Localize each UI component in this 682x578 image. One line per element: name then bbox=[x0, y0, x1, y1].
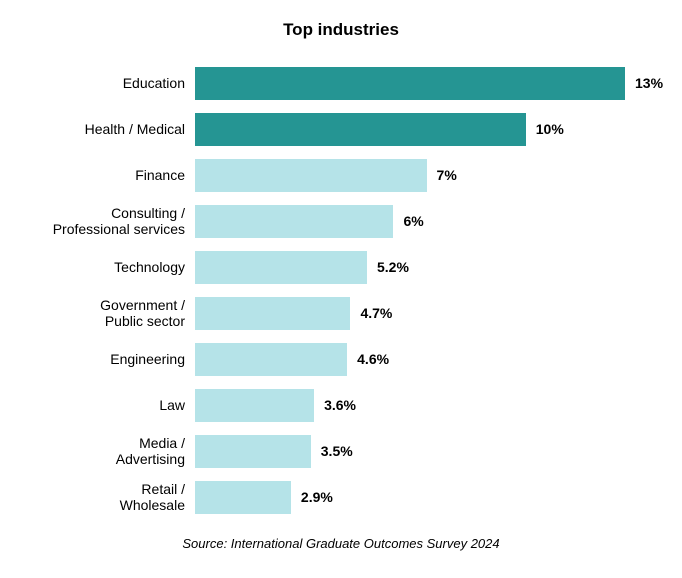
bar bbox=[195, 205, 393, 238]
value-label: 13% bbox=[625, 75, 663, 91]
value-label: 6% bbox=[393, 213, 423, 229]
category-label: Media /Advertising bbox=[0, 435, 195, 467]
bar-track: 3.6% bbox=[195, 382, 625, 428]
bar-row: Health / Medical 10% bbox=[0, 106, 682, 152]
bar-row: Law 3.6% bbox=[0, 382, 682, 428]
value-label: 7% bbox=[427, 167, 457, 183]
bar-track: 10% bbox=[195, 106, 625, 152]
category-label: Law bbox=[0, 397, 195, 413]
value-label: 2.9% bbox=[291, 489, 333, 505]
bar bbox=[195, 343, 347, 376]
category-label: Finance bbox=[0, 167, 195, 183]
chart-source: Source: International Graduate Outcomes … bbox=[0, 536, 682, 551]
bar bbox=[195, 67, 625, 100]
category-label: Health / Medical bbox=[0, 121, 195, 137]
bar bbox=[195, 435, 311, 468]
bar-track: 13% bbox=[195, 60, 663, 106]
value-label: 5.2% bbox=[367, 259, 409, 275]
category-label: Technology bbox=[0, 259, 195, 275]
bar-row: Retail /Wholesale 2.9% bbox=[0, 474, 682, 520]
bar-track: 3.5% bbox=[195, 428, 625, 474]
bar-row: Government /Public sector 4.7% bbox=[0, 290, 682, 336]
category-label: Consulting /Professional services bbox=[0, 205, 195, 237]
category-label: Retail /Wholesale bbox=[0, 481, 195, 513]
value-label: 10% bbox=[526, 121, 564, 137]
bar-row: Education 13% bbox=[0, 60, 682, 106]
bar bbox=[195, 251, 367, 284]
category-label: Government /Public sector bbox=[0, 297, 195, 329]
category-label: Engineering bbox=[0, 351, 195, 367]
bar-row: Finance 7% bbox=[0, 152, 682, 198]
value-label: 4.6% bbox=[347, 351, 389, 367]
top-industries-chart: Top industries Education 13% Health / Medi… bbox=[0, 0, 682, 578]
bar bbox=[195, 113, 526, 146]
bar-row: Consulting /Professional services 6% bbox=[0, 198, 682, 244]
bar-row: Technology 5.2% bbox=[0, 244, 682, 290]
bar-track: 4.7% bbox=[195, 290, 625, 336]
bar-row: Engineering 4.6% bbox=[0, 336, 682, 382]
bar-row: Media /Advertising 3.5% bbox=[0, 428, 682, 474]
bar-track: 2.9% bbox=[195, 474, 625, 520]
bars-area: Education 13% Health / Medical 10% Finance 7%… bbox=[0, 60, 682, 520]
category-label: Education bbox=[0, 75, 195, 91]
chart-title: Top industries bbox=[0, 20, 682, 40]
value-label: 3.6% bbox=[314, 397, 356, 413]
bar bbox=[195, 297, 350, 330]
value-label: 3.5% bbox=[311, 443, 353, 459]
bar bbox=[195, 389, 314, 422]
bar-track: 6% bbox=[195, 198, 625, 244]
bar-track: 5.2% bbox=[195, 244, 625, 290]
bar-track: 4.6% bbox=[195, 336, 625, 382]
bar bbox=[195, 481, 291, 514]
value-label: 4.7% bbox=[350, 305, 392, 321]
bar bbox=[195, 159, 427, 192]
bar-track: 7% bbox=[195, 152, 625, 198]
